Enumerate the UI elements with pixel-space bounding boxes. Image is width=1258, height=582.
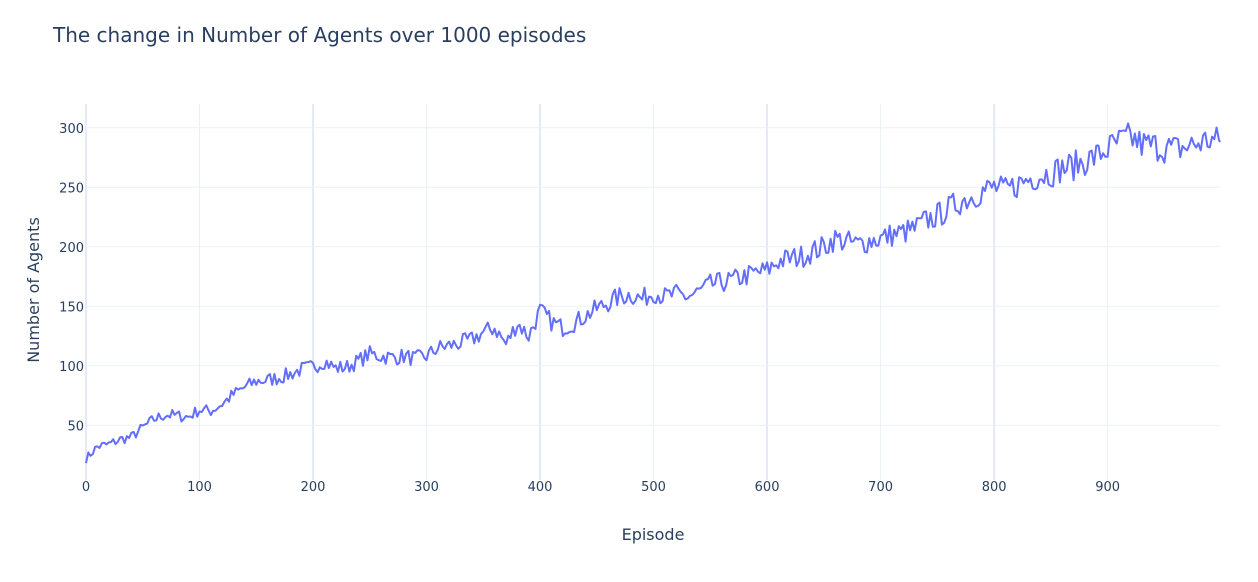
x-tick-label: 600 bbox=[755, 480, 780, 495]
x-tick-label: 100 bbox=[187, 480, 212, 495]
y-axis-title: Number of Agents bbox=[24, 217, 43, 363]
x-tick-label: 700 bbox=[868, 480, 893, 495]
y-tick-label: 150 bbox=[59, 300, 84, 315]
x-tick-label: 300 bbox=[414, 480, 439, 495]
series-line bbox=[85, 122, 1221, 464]
x-axis-ticks: 0 100 200 300 400 500 600 700 800 900 bbox=[82, 480, 1120, 495]
x-tick-label: 200 bbox=[301, 480, 326, 495]
x-tick-label: 500 bbox=[641, 480, 666, 495]
series-line-layer bbox=[85, 122, 1221, 464]
y-tick-label: 300 bbox=[59, 122, 84, 137]
x-tick-label: 900 bbox=[1095, 480, 1120, 495]
y-tick-label: 50 bbox=[67, 419, 84, 434]
y-tick-label: 100 bbox=[59, 360, 84, 375]
x-tick-label: 800 bbox=[982, 480, 1007, 495]
x-tick-label: 0 bbox=[82, 480, 90, 495]
chart-title: The change in Number of Agents over 1000… bbox=[52, 23, 586, 47]
x-tick-label: 400 bbox=[528, 480, 553, 495]
y-tick-label: 200 bbox=[59, 241, 84, 256]
grid bbox=[85, 104, 1220, 480]
y-tick-label: 250 bbox=[59, 181, 84, 196]
x-axis-title: Episode bbox=[622, 525, 685, 544]
y-axis-ticks: 50 100 150 200 250 300 bbox=[59, 122, 84, 434]
